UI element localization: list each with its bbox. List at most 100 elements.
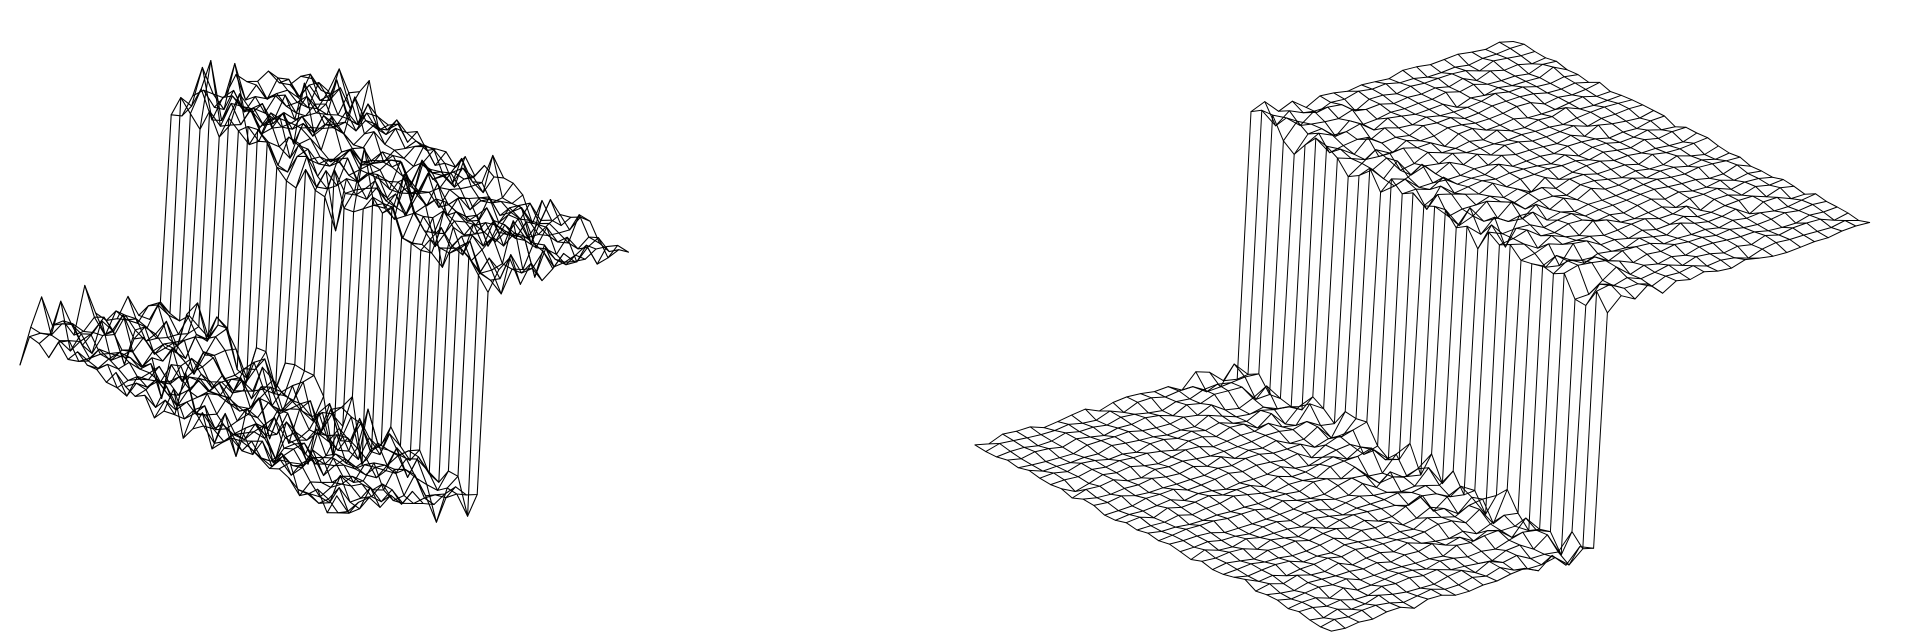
wireframe-line (1126, 396, 1484, 586)
wireframe-line (1374, 81, 1733, 269)
wireframe-line (297, 214, 591, 498)
wireframe-line (1512, 41, 1871, 223)
wireframe-line (1309, 212, 1849, 621)
wireframe-line (77, 79, 370, 368)
wireframe-line (1057, 421, 1415, 609)
wireframe-line (1167, 386, 1526, 571)
wireframe-line (1291, 100, 1650, 285)
wireframe-line (1147, 126, 1687, 534)
wireframe-line (84, 284, 403, 505)
wireframe-line (144, 145, 437, 408)
wireframe-line (192, 66, 511, 281)
wireframe-line (1222, 170, 1763, 575)
wireframe-line (289, 81, 608, 265)
wireframe-line (181, 60, 500, 274)
wireframe-line (149, 302, 467, 496)
wireframe-line (211, 154, 505, 450)
noisy-step-surface (19, 60, 629, 523)
wireframe-line (1093, 99, 1633, 506)
wireframe-line (1158, 132, 1698, 542)
smoothed-step-surface (974, 41, 1871, 632)
wireframe-line (86, 103, 380, 369)
wireframe-line (278, 213, 572, 479)
wireframe-line (974, 444, 1332, 632)
wireframe-line (30, 326, 349, 514)
wireframe-line (105, 96, 399, 389)
wireframe-line (1050, 81, 1590, 486)
wireframe-line (41, 296, 359, 514)
wireframe-line (1071, 414, 1429, 600)
wireframe-line (224, 62, 543, 282)
wireframe-line (230, 174, 524, 456)
wireframe-line (1330, 222, 1871, 632)
wireframe-line (159, 301, 478, 517)
wireframe-line (240, 196, 533, 464)
wireframe-line (1360, 84, 1719, 272)
wireframe-line (1320, 220, 1860, 628)
wireframe-line (134, 140, 428, 397)
wireframe-line (1082, 94, 1622, 500)
wireframe-line (1276, 193, 1817, 601)
wireframe-line (1002, 433, 1360, 623)
wireframe-line (307, 220, 601, 504)
wireframe-line (125, 127, 418, 392)
wireframe-line (326, 244, 620, 517)
wireframe-line (336, 244, 629, 513)
wireframe-line (1416, 66, 1774, 257)
wireframe-line (988, 443, 1346, 629)
wireframe-line (1028, 66, 1568, 472)
wireframe-line (1168, 137, 1709, 545)
wireframe-line (1457, 53, 1815, 243)
wireframe-line (1471, 51, 1829, 239)
wireframe-line (127, 295, 446, 497)
wireframe-line (1071, 91, 1611, 499)
wireframe-line (1114, 110, 1655, 521)
wireframe-line (95, 312, 413, 504)
wireframe-line (105, 310, 424, 505)
wireframe-line (974, 41, 1514, 446)
wireframe-line (1140, 393, 1498, 582)
wireframe-line (1429, 64, 1788, 253)
wireframe-line (1333, 92, 1691, 280)
wireframe-line (192, 164, 485, 458)
wireframe-line (249, 199, 543, 468)
wireframe-line (1244, 179, 1784, 582)
wireframe-line (48, 60, 341, 366)
wireframe-line (269, 199, 562, 477)
wireframe-line (1287, 200, 1827, 610)
wireframe-line (1125, 115, 1665, 524)
wireframe-line (1443, 59, 1802, 248)
wireframe-line (1264, 101, 1622, 297)
wireframe-line (1006, 57, 1547, 461)
wireframe-line (1084, 408, 1443, 596)
wireframe-line (1104, 104, 1644, 516)
wireframe-line (1255, 185, 1795, 592)
wireframe-line (1388, 78, 1746, 261)
wireframe-line (73, 329, 392, 503)
wireframe-line (1233, 176, 1773, 578)
wireframe-line (138, 304, 457, 523)
wireframe-line (267, 70, 586, 266)
wireframe-line (1136, 126, 1676, 531)
wireframe-line (1039, 74, 1579, 479)
wireframe-line (115, 115, 409, 397)
wireframe-line (1098, 410, 1457, 596)
wireframe-line (1153, 391, 1512, 575)
wireframe-line (1298, 206, 1838, 613)
wireframe-line (1190, 152, 1730, 560)
wireframe-line (1195, 371, 1553, 566)
wireframe-line (1015, 430, 1374, 620)
wireframe-line (317, 237, 610, 523)
wireframe-line (1498, 41, 1857, 227)
wireframe-line (51, 323, 370, 510)
wireframe-line (278, 78, 597, 263)
wireframe-line (19, 70, 313, 366)
wireframe-line (996, 51, 1536, 458)
wireframe-line (1236, 373, 1595, 556)
wireframe-line (311, 77, 629, 253)
wireframe-line (1266, 193, 1806, 596)
wireframe-line (1060, 81, 1601, 492)
wireframe-line (203, 89, 521, 295)
